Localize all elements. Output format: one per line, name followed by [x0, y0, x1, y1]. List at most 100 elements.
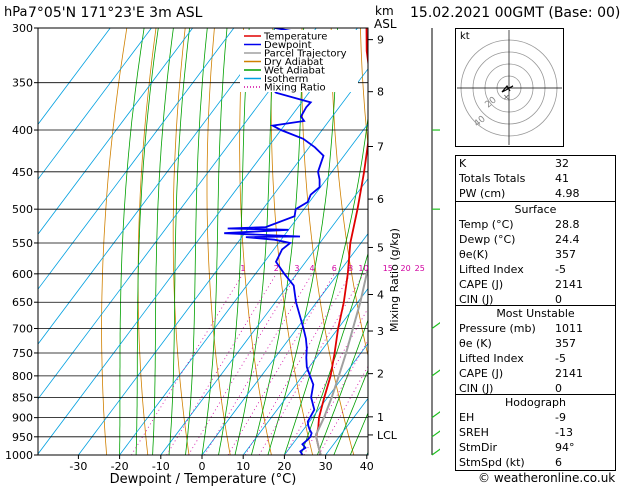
hodograph-title: Hodograph [505, 396, 566, 409]
temperature-tick-label: 0 [199, 460, 206, 473]
legend-entry: Dry Adiabat [264, 57, 323, 68]
altitude-axis: 9 8 7 6 5 4 3 2 1 LCL [368, 34, 398, 442]
series-dewpoint [224, 28, 344, 455]
unstable-row: Lifted Index -5 [459, 352, 566, 365]
hodograph: kt 20 40 ✕ [455, 28, 564, 147]
isotherm-line [38, 28, 111, 125]
legend-entry: Mixing Ratio [264, 83, 326, 94]
wind-barb [431, 411, 440, 419]
mixing-ratio-value: 3 [294, 264, 299, 273]
unstable-row: θe (K) 357 [459, 337, 576, 350]
altitude-tick-label: 6 [377, 193, 384, 206]
unstable-row: CAPE (J) 2141 [459, 367, 583, 380]
isotherm-line [408, 28, 440, 455]
altitude-tick-label: LCL [377, 429, 398, 442]
mixing-ratio-value: 25 [415, 264, 425, 273]
pressure-tick-label: 950 [12, 431, 33, 444]
series-parcel-trajectory [314, 263, 368, 455]
mixing-ratio-value: 2 [274, 264, 279, 273]
isotherm-line [38, 28, 193, 235]
legend-entry: Wet Adiabat [264, 66, 325, 77]
isotherm-line [38, 28, 276, 345]
x-axis-label: Dewpoint / Temperature (°C) [110, 472, 297, 486]
wind-barb [431, 448, 440, 456]
pressure-axis: 300 350 400 450 500 550 600 650 700 750 800 850 900 9… [5, 22, 38, 462]
forecast-datetime: 15.02.2021 00GMT (Base: 00) [410, 5, 621, 21]
hodograph-row: StmDir 94° [459, 441, 575, 454]
pressure-tick-label: 800 [12, 370, 33, 383]
legend-entry: Dewpoint [264, 40, 312, 51]
altitude-tick-label: 1 [377, 411, 384, 424]
skew-t-chart: 3003504004505005506006507007508008509009… [5, 22, 440, 486]
mixing-ratio-value: 1 [240, 264, 245, 273]
temperature-tick-label: 30 [319, 460, 333, 473]
wet-adiabat-line [201, 28, 228, 455]
wind-profile [431, 28, 440, 456]
storm-motion-mark: ✕ [503, 93, 510, 102]
plot-frame [37, 27, 369, 456]
dry-adiabat-line [419, 28, 440, 455]
isotherm-line [160, 178, 368, 455]
unstable-row: Pressure (mb) 1011 [459, 322, 583, 335]
mixing-ratio-value: 15 [383, 264, 393, 273]
isotherm-line [38, 28, 317, 400]
surface-row: θe(K) 357 [459, 248, 576, 261]
surface-row: Lifted Index -5 [459, 263, 566, 276]
mixing-ratio-line [166, 273, 277, 455]
legend-entry: Temperature [263, 32, 327, 43]
surface-row: CAPE (J) 2141 [459, 278, 583, 291]
pressure-tick-label: 850 [12, 391, 33, 404]
km-unit-label: km [375, 4, 394, 18]
wet-adiabat-line [333, 369, 368, 455]
most-unstable-title: Most Unstable [496, 307, 575, 320]
temperature-tick-label: 20 [277, 460, 291, 473]
temperature-tick-label: -20 [111, 460, 129, 473]
mixing-ratio-value: 8 [348, 264, 353, 273]
pressure-tick-label: 300 [12, 22, 33, 35]
asl-unit-label: ASL [374, 17, 397, 31]
mixing-ratio-line [258, 273, 364, 455]
isotherm-line [201, 232, 368, 455]
altitude-tick-label: 3 [377, 325, 384, 338]
isotherm-line [78, 68, 368, 455]
mixing-ratio-line [204, 273, 313, 455]
legend-entry: Isotherm [264, 74, 308, 85]
surface-row: CIN (J) 0 [459, 293, 562, 306]
isotherms [38, 28, 440, 455]
hodograph-row: StmSpd (kt) 6 [459, 456, 562, 469]
isotherm-line [38, 28, 152, 180]
mixing-ratio-line [284, 307, 368, 455]
unstable-row: CIN (J) 0 [459, 382, 562, 395]
surface-title: Surface [514, 203, 557, 216]
hodograph-row: EH -9 [459, 411, 566, 424]
most-unstable-table: Most Unstable Pressure (mb) 1011 θe (K) 35… [455, 305, 616, 397]
mixing-ratio-labels: 1 2 3 4 6 8 10 15 20 25 [240, 264, 424, 273]
mixing-ratio-value: 20 [401, 264, 411, 273]
surface-row: Temp (°C) 28.8 [459, 218, 580, 231]
altitude-tick-label: 7 [377, 140, 384, 153]
hodograph-row: SREH -13 [459, 426, 573, 439]
pressure-tick-label: 750 [12, 347, 33, 360]
pressure-tick-label: 600 [12, 268, 33, 281]
mixing-ratio-value: 4 [310, 264, 315, 273]
altitude-tick-label: 5 [377, 241, 384, 254]
indices-table: K 32 Totals Totals 41 PW (cm) 4.98 [455, 155, 616, 202]
temperature-tick-label: -30 [69, 460, 87, 473]
surface-row: Dewp (°C) 24.4 [459, 233, 580, 246]
wet-adiabat-line [317, 318, 368, 455]
legend-entry: Parcel Trajectory [264, 49, 347, 60]
pressure-tick-label: 550 [12, 237, 33, 250]
index-row: PW (cm) 4.98 [459, 187, 580, 200]
isotherm-line [38, 28, 358, 455]
hodograph-unit: kt [460, 31, 470, 42]
altitude-tick-label: 2 [377, 368, 384, 381]
pressure-tick-label: 450 [12, 166, 33, 179]
profile-series [224, 28, 368, 455]
isotherm-line [38, 28, 235, 290]
mixing-ratio-value: 6 [332, 264, 337, 273]
wind-barb [431, 430, 440, 438]
altitude-tick-label: 4 [377, 288, 384, 301]
mixing-ratio-line [227, 273, 335, 455]
index-row: Totals Totals 41 [459, 172, 569, 185]
mixing-ratio-value: 10 [358, 264, 368, 273]
